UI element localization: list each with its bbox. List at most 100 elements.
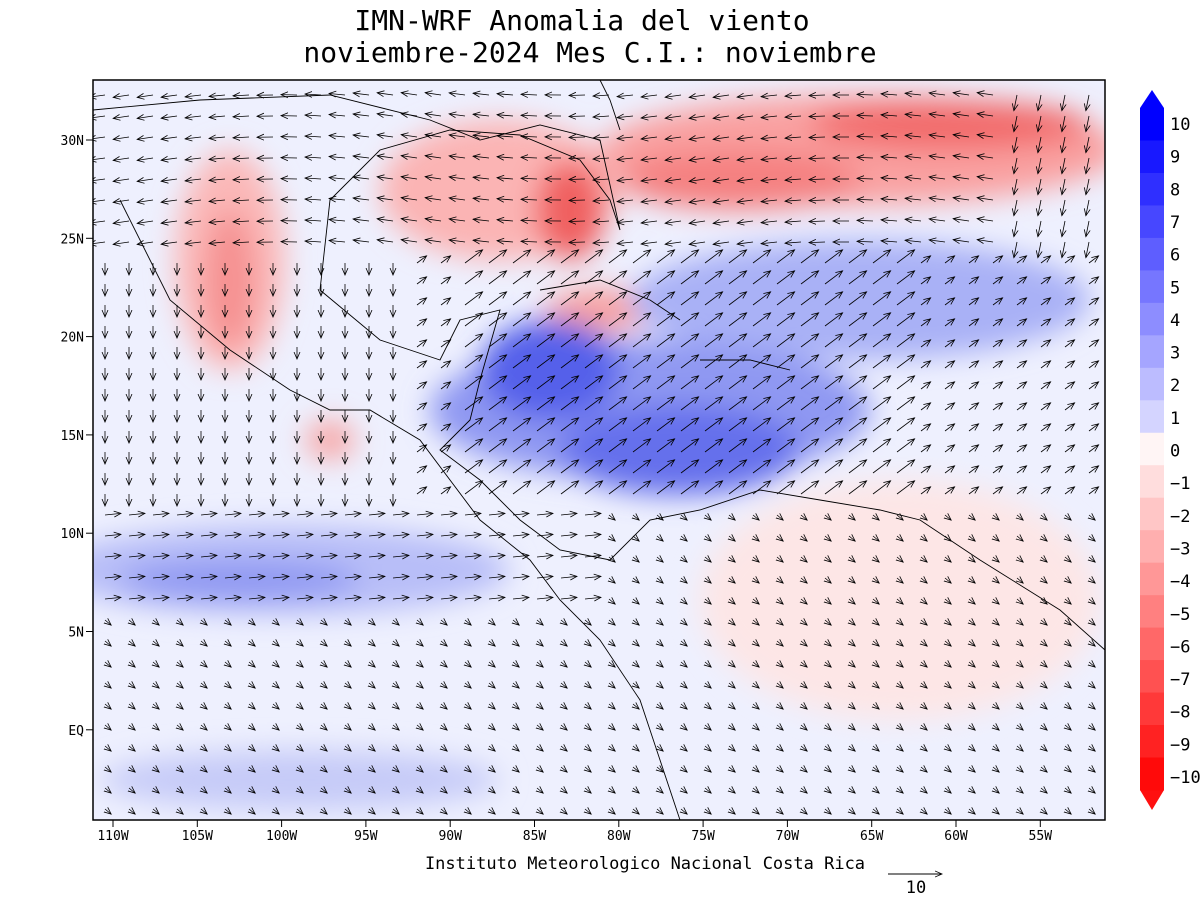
wind-arrow bbox=[296, 513, 313, 515]
wind-arrow bbox=[689, 200, 706, 202]
wind-arrow bbox=[401, 198, 418, 200]
wind-arrow bbox=[776, 460, 795, 474]
wind-arrow bbox=[729, 578, 735, 583]
wind-arrow bbox=[896, 355, 915, 369]
wind-arrow bbox=[1017, 515, 1023, 520]
wind-arrow bbox=[584, 555, 601, 557]
wind-arrow bbox=[872, 439, 891, 453]
wind-arrow bbox=[752, 397, 771, 411]
wind-arrow bbox=[944, 298, 955, 306]
wind-arrow bbox=[977, 177, 994, 179]
wind-arrow bbox=[272, 576, 289, 578]
wind-arrow bbox=[809, 137, 826, 138]
wind-arrow bbox=[488, 534, 505, 536]
wind-arrow bbox=[641, 137, 658, 139]
wind-arrow bbox=[176, 555, 193, 557]
wind-arrow bbox=[185, 179, 202, 181]
wind-arrow bbox=[137, 221, 154, 223]
wind-arrow bbox=[353, 219, 370, 221]
wind-arrow bbox=[609, 620, 615, 625]
wind-arrow bbox=[464, 597, 481, 599]
wind-arrow bbox=[185, 200, 202, 202]
wind-arrow bbox=[113, 179, 130, 181]
wind-arrow bbox=[977, 156, 994, 158]
wind-arrow bbox=[536, 555, 553, 557]
wind-arrow bbox=[848, 355, 867, 369]
wind-arrow bbox=[1088, 445, 1099, 453]
colorbar-label: 2 bbox=[1170, 376, 1180, 396]
wind-arrow bbox=[521, 178, 538, 179]
wind-arrow bbox=[297, 620, 303, 625]
wind-arrow bbox=[368, 576, 385, 578]
wind-arrow bbox=[617, 158, 634, 160]
colorbar-segment bbox=[1140, 237, 1164, 271]
wind-arrow bbox=[1062, 220, 1065, 237]
wind-arrow bbox=[1064, 298, 1075, 306]
wind-arrow bbox=[809, 179, 826, 180]
wind-arrow bbox=[905, 135, 922, 137]
wind-arrow bbox=[104, 534, 121, 536]
wind-arrow bbox=[680, 439, 699, 453]
wind-arrow bbox=[584, 418, 603, 432]
wind-arrow bbox=[272, 555, 289, 557]
wind-arrow bbox=[569, 95, 586, 96]
wind-arrow bbox=[152, 597, 169, 599]
wind-arrow bbox=[800, 460, 819, 474]
wind-arrow bbox=[617, 221, 634, 223]
wind-arrow bbox=[704, 250, 723, 264]
wind-arrow bbox=[1065, 557, 1071, 562]
wind-arrow bbox=[209, 221, 226, 222]
wind-arrow bbox=[849, 557, 855, 562]
wind-arrow bbox=[656, 334, 675, 348]
wind-arrow bbox=[560, 292, 579, 306]
wind-arrow bbox=[512, 597, 529, 599]
wind-arrow bbox=[440, 487, 451, 495]
wind-arrow bbox=[377, 114, 394, 116]
wind-arrow bbox=[992, 382, 1003, 390]
wind-arrow bbox=[920, 340, 931, 348]
wind-arrow bbox=[689, 221, 706, 223]
colorbar-arrow-top bbox=[1140, 90, 1164, 108]
wind-arrow bbox=[881, 115, 898, 116]
wind-arrow bbox=[809, 116, 826, 117]
wind-arrow bbox=[512, 271, 531, 285]
wind-arrow bbox=[785, 137, 802, 138]
wind-arrow bbox=[737, 116, 754, 118]
wind-arrow bbox=[377, 156, 394, 158]
colorbar-label: 1 bbox=[1170, 409, 1180, 429]
wind-arrow bbox=[944, 445, 955, 453]
wind-arrow bbox=[353, 156, 370, 158]
wind-arrow bbox=[920, 445, 931, 453]
colorbar-segment bbox=[1140, 627, 1164, 661]
wind-arrow bbox=[776, 355, 795, 369]
wind-arrow bbox=[809, 95, 826, 96]
wind-arrow bbox=[953, 135, 970, 137]
wind-arrow bbox=[209, 158, 226, 159]
wind-arrow bbox=[632, 376, 651, 390]
wind-arrow bbox=[608, 250, 627, 264]
wind-arrow bbox=[369, 620, 375, 625]
wind-arrow bbox=[896, 460, 915, 474]
wind-arrow bbox=[848, 292, 867, 306]
wind-arrow bbox=[1038, 94, 1041, 111]
wind-arrow bbox=[129, 620, 135, 625]
wind-arrow bbox=[968, 466, 979, 474]
wind-arrow bbox=[416, 403, 427, 411]
wind-arrow bbox=[1089, 536, 1095, 541]
colorbar-label: −1 bbox=[1170, 474, 1190, 494]
wind-arrow bbox=[704, 334, 723, 348]
wind-arrow bbox=[560, 313, 579, 327]
wind-arrow bbox=[329, 135, 346, 137]
wind-arrow bbox=[617, 137, 634, 139]
wind-arrow bbox=[977, 114, 994, 116]
colorbar-label: 3 bbox=[1170, 344, 1180, 364]
wind-arrow bbox=[536, 439, 555, 453]
wind-arrow bbox=[752, 313, 771, 327]
wind-arrow bbox=[137, 137, 154, 139]
wind-arrow bbox=[929, 114, 946, 116]
wind-arrow bbox=[800, 250, 819, 264]
wind-arrow bbox=[1014, 115, 1017, 132]
wind-arrow bbox=[176, 597, 193, 599]
wind-arrow bbox=[569, 137, 586, 138]
wind-arrow bbox=[752, 292, 771, 306]
